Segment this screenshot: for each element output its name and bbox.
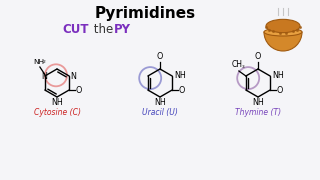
Ellipse shape bbox=[264, 28, 302, 36]
Text: O: O bbox=[75, 86, 82, 94]
Text: Uracil (U): Uracil (U) bbox=[142, 108, 178, 117]
Text: $_3$: $_3$ bbox=[241, 63, 245, 71]
Text: Pyrimidines: Pyrimidines bbox=[94, 6, 196, 21]
Wedge shape bbox=[264, 32, 302, 51]
Text: Thymine (T): Thymine (T) bbox=[235, 108, 281, 117]
Text: CUT: CUT bbox=[62, 23, 89, 36]
Text: N: N bbox=[41, 71, 47, 80]
Text: $_2$: $_2$ bbox=[42, 58, 46, 66]
Text: NH: NH bbox=[272, 71, 284, 80]
Text: O: O bbox=[157, 52, 163, 61]
Text: N: N bbox=[70, 71, 76, 80]
Text: NH: NH bbox=[252, 98, 264, 107]
Text: NH: NH bbox=[51, 98, 63, 107]
Ellipse shape bbox=[266, 19, 300, 33]
Text: NH: NH bbox=[33, 59, 44, 65]
Text: O: O bbox=[255, 52, 261, 61]
Text: O: O bbox=[276, 86, 283, 94]
Text: PY: PY bbox=[114, 23, 131, 36]
Text: O: O bbox=[178, 86, 185, 94]
Text: Cytosine (C): Cytosine (C) bbox=[34, 108, 81, 117]
Text: NH: NH bbox=[174, 71, 186, 80]
Text: CH: CH bbox=[231, 60, 242, 69]
Text: the: the bbox=[90, 23, 117, 36]
Text: NH: NH bbox=[154, 98, 166, 107]
